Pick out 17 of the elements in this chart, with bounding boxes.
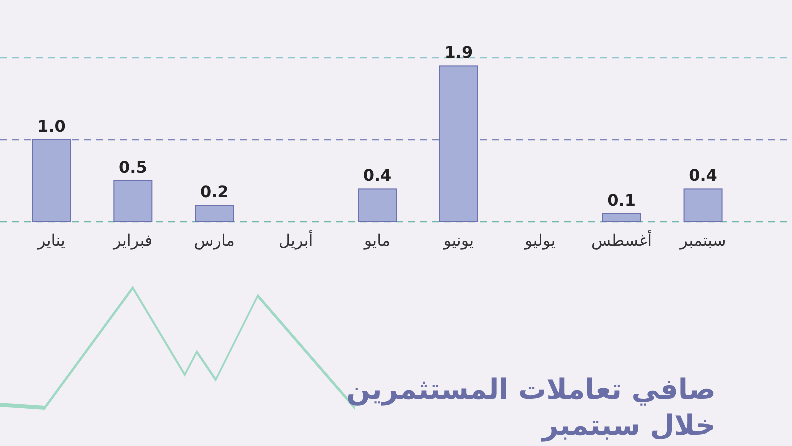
x-tick-label: مارس [194,231,235,250]
x-tick-label: يناير [37,231,66,250]
x-tick-label: فبراير [112,231,153,250]
x-tick-label: أغسطس [592,230,652,250]
text: صافي تعاملات المستثمرين خلال سبتمبر [346,372,716,444]
x-tick-label: يوليو [524,231,556,250]
data-label: 1.0 [38,117,66,136]
x-tick-label: يونيو [442,231,474,250]
x-tick-label: مايو [363,231,391,250]
data-label: 0.5 [118,158,148,177]
x-tick-label: أبريل [278,230,314,250]
data-label: 0.1 [608,190,636,210]
data-label: 1.9 [444,43,474,62]
x-tick-label: سبتمبر [679,231,726,250]
data-label: 0.4 [363,166,392,186]
data-label: 0.2 [200,182,229,202]
data-label: 0.4 [689,166,718,186]
